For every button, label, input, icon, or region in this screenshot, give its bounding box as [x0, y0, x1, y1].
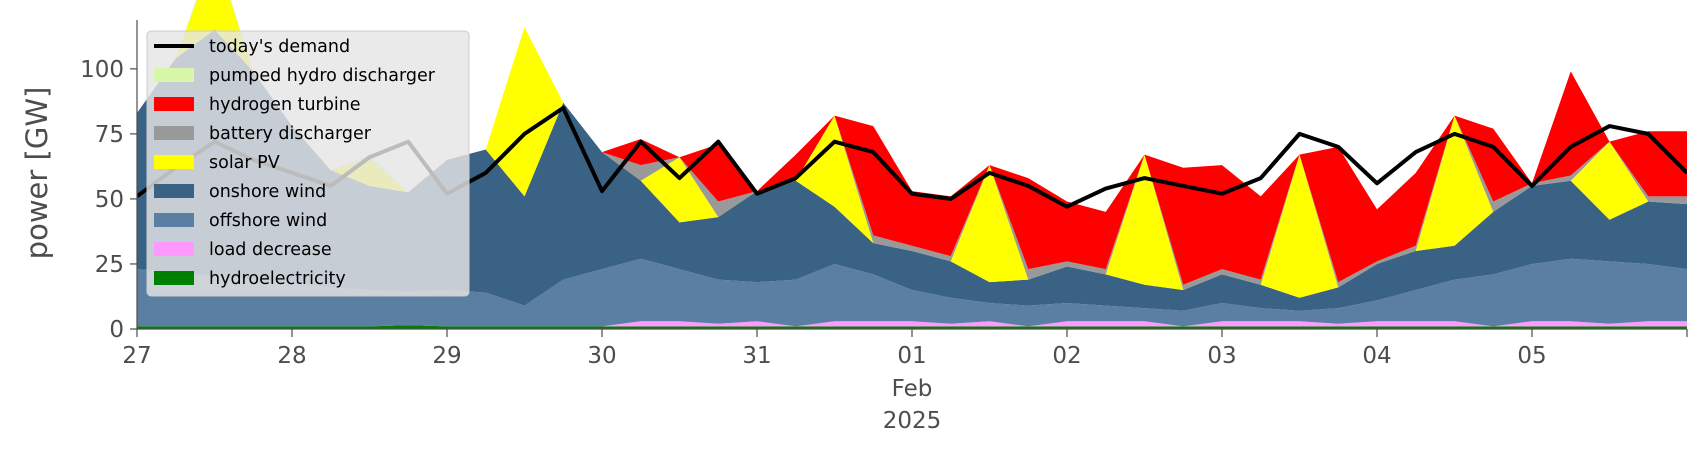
- axes: 0 25 50 75 100 27 28 29 30 31 01 Feb 2025 02 03 04 05: [80, 20, 1688, 434]
- legend-label: hydrogen turbine: [209, 95, 361, 115]
- legend-label: solar PV: [209, 153, 280, 173]
- y-tick-label: 25: [95, 252, 124, 278]
- area-hydrogen-turbine: [137, 0, 1687, 285]
- area-hydroelectricity: [137, 325, 1687, 329]
- legend-swatch: [154, 126, 194, 140]
- legend-label: today's demand: [209, 37, 350, 57]
- y-axis-label: power [GW]: [20, 87, 54, 260]
- y-tick-label: 50: [95, 187, 124, 213]
- x-tick-sublabel: Feb: [892, 376, 933, 402]
- legend-swatch: [154, 97, 194, 111]
- x-tick-label: 05: [1517, 343, 1546, 369]
- legend-label: load decrease: [209, 240, 332, 260]
- x-tick-label: 01: [897, 343, 926, 369]
- x-tick-label: 02: [1052, 343, 1081, 369]
- y-tick-label: 75: [95, 122, 124, 148]
- x-tick-label: 29: [432, 343, 461, 369]
- x-tick-label: 04: [1362, 343, 1391, 369]
- x-tick-label: 30: [587, 343, 616, 369]
- legend-swatch: [154, 68, 194, 82]
- x-tick-label: 27: [122, 343, 151, 369]
- x-tick-sublabel: 2025: [883, 408, 942, 434]
- legend-label: offshore wind: [209, 211, 327, 231]
- legend-swatch: [154, 155, 194, 169]
- legend-swatch: [154, 184, 194, 198]
- legend-label: hydroelectricity: [209, 269, 346, 289]
- area-load-decrease: [137, 321, 1687, 327]
- area-solar-pv: [137, 0, 1687, 298]
- legend: today's demand pumped hydro discharger hyd…: [146, 30, 470, 297]
- legend-swatch: [154, 271, 194, 285]
- x-tick-label: 31: [742, 343, 771, 369]
- x-tick-label: 28: [277, 343, 306, 369]
- stacked-area-layer: [137, 0, 1687, 329]
- legend-swatch: [154, 213, 194, 227]
- area-offshore-wind: [137, 258, 1687, 327]
- x-tick-label: 03: [1207, 343, 1236, 369]
- legend-swatch: [154, 242, 194, 256]
- y-tick-label: 100: [80, 57, 124, 83]
- legend-label: onshore wind: [209, 182, 326, 202]
- legend-box: [146, 30, 470, 297]
- legend-label: pumped hydro discharger: [209, 66, 436, 86]
- legend-label: battery discharger: [209, 124, 372, 144]
- area-onshore-wind: [137, 29, 1687, 311]
- y-tick-label: 0: [109, 317, 124, 343]
